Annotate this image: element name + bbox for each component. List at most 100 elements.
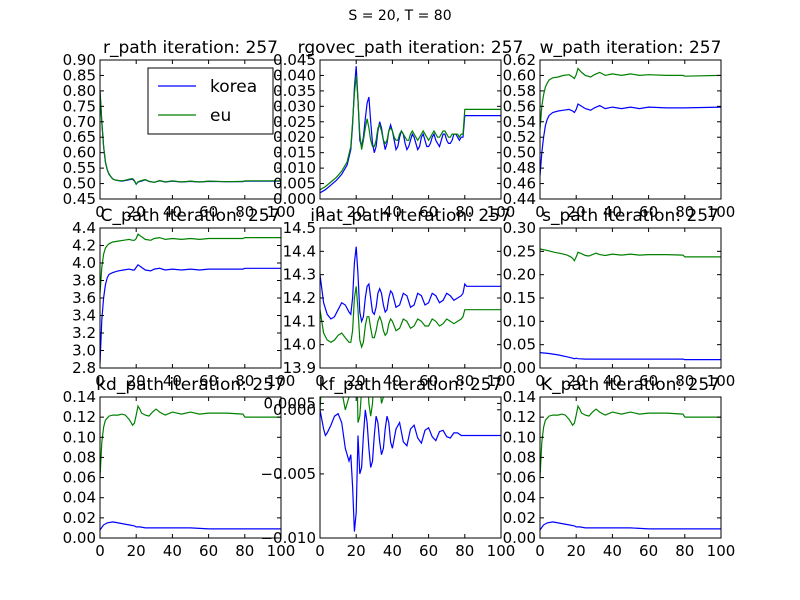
x-tick-label: 40 (383, 542, 402, 560)
axes-frame (539, 227, 722, 369)
y-tick-label: 0.06 (63, 469, 96, 487)
subplot-title: r_path iteration: 257 (103, 38, 278, 58)
x-tick-label: 80 (675, 203, 694, 221)
y-tick-label: 3.2 (72, 324, 96, 342)
y-tick-label: 3.6 (72, 289, 96, 307)
y-tick-label: 0.010 (273, 159, 316, 177)
y-tick-label: 0.25 (503, 242, 536, 260)
x-tick-label: 40 (383, 203, 402, 221)
figure-title: S = 20, T = 80 (348, 8, 452, 24)
y-tick-label: 0.030 (273, 97, 316, 115)
x-tick-label: 100 (487, 372, 516, 390)
y-tick-label: 0.90 (63, 51, 96, 69)
x-tick-label: 40 (383, 372, 402, 390)
series-line-eu (100, 404, 281, 478)
y-tick-label: 0.56 (503, 97, 536, 115)
y-tick-label: 0.005 (273, 175, 316, 193)
x-tick-label: 80 (675, 542, 694, 560)
x-tick-label: 80 (455, 372, 474, 390)
y-tick-label: 0.020 (273, 128, 316, 146)
x-tick-label: 80 (455, 542, 474, 560)
x-tick-label: 60 (199, 203, 218, 221)
y-tick-label: 0.60 (63, 144, 96, 162)
y-tick-label: 0.025 (273, 113, 316, 131)
x-tick-label: 100 (267, 372, 296, 390)
x-tick-label: 60 (419, 203, 438, 221)
x-tick-label: 20 (567, 203, 586, 221)
y-tick-label: 3.8 (72, 272, 96, 290)
subplot-title: kd_path iteration: 257 (96, 375, 285, 395)
y-tick-label: 0.08 (503, 448, 536, 466)
x-tick-label: 40 (163, 372, 182, 390)
legend-label-eu: eu (210, 106, 231, 126)
y-tick-label: 0.06 (503, 469, 536, 487)
y-tick-label: 0.0005 (264, 394, 317, 412)
y-tick-label: 14.0 (283, 336, 316, 354)
y-tick-label: 0.05 (503, 336, 536, 354)
y-tick-label: 0.00 (503, 359, 536, 377)
y-tick-label: 0.30 (503, 219, 536, 237)
y-tick-label: 0.14 (503, 388, 536, 406)
series-line-eu (540, 67, 721, 130)
y-tick-label: 4.0 (72, 254, 96, 272)
y-tick-label: 14.4 (283, 242, 316, 260)
y-tick-label: 0.50 (503, 144, 536, 162)
axes-frame (539, 59, 722, 200)
x-tick-label: 60 (419, 372, 438, 390)
y-tick-label: 14.5 (283, 219, 316, 237)
subplot-title: C_path iteration: 257 (101, 206, 281, 226)
y-tick-label: 4.4 (72, 219, 96, 237)
x-tick-label: 40 (603, 203, 622, 221)
y-tick-label: 0.54 (503, 113, 536, 131)
y-tick-label: 0.50 (63, 175, 96, 193)
axes-frame (99, 59, 282, 200)
x-tick-label: 60 (639, 542, 658, 560)
subplot-title: rgovec_path iteration: 257 (298, 38, 524, 58)
y-tick-label: 0.45 (63, 190, 96, 208)
y-tick-label: 0.035 (273, 82, 316, 100)
series-line-eu (100, 233, 281, 294)
series-line-korea (320, 246, 501, 324)
y-tick-label: 0.000 (273, 401, 316, 419)
x-tick-label: 100 (487, 542, 516, 560)
series-line-korea (100, 521, 281, 531)
y-tick-label: 4.2 (72, 237, 96, 255)
y-tick-label: 13.9 (283, 359, 316, 377)
series-line-eu (540, 248, 721, 262)
y-tick-label: 0.04 (63, 489, 96, 507)
series-line-korea (320, 66, 501, 194)
x-tick-label: 60 (639, 372, 658, 390)
y-tick-label: 0.58 (503, 82, 536, 100)
y-tick-label: 14.2 (283, 289, 316, 307)
y-tick-label: 0.045 (273, 51, 316, 69)
x-tick-label: 0 (95, 203, 105, 221)
y-tick-label: 0.20 (503, 266, 536, 284)
y-tick-label: 0.44 (503, 190, 536, 208)
axes-frame (539, 396, 722, 539)
y-tick-label: 14.1 (283, 312, 316, 330)
y-tick-label: 3.0 (72, 342, 96, 360)
y-tick-label: 0.015 (273, 144, 316, 162)
axes-frame (319, 396, 502, 539)
y-tick-label: 0.000 (273, 190, 316, 208)
subplot-2: rgovec_path iteration: 257 0 20 40 60 80 100 0.… (273, 38, 523, 221)
x-tick-label: 100 (487, 203, 516, 221)
x-tick-label: 0 (95, 542, 105, 560)
y-tick-label: 0.10 (63, 428, 96, 446)
x-tick-label: 80 (675, 372, 694, 390)
x-tick-label: 100 (707, 203, 736, 221)
axes-frame (99, 396, 282, 539)
series-line-korea (320, 409, 501, 532)
y-tick-label: 0.10 (503, 428, 536, 446)
x-tick-label: 60 (639, 203, 658, 221)
x-tick-label: 0 (315, 203, 325, 221)
y-tick-label: 0.70 (63, 113, 96, 131)
x-tick-label: 20 (127, 542, 146, 560)
x-tick-label: 20 (347, 542, 366, 560)
y-tick-label: 0.00 (63, 529, 96, 547)
